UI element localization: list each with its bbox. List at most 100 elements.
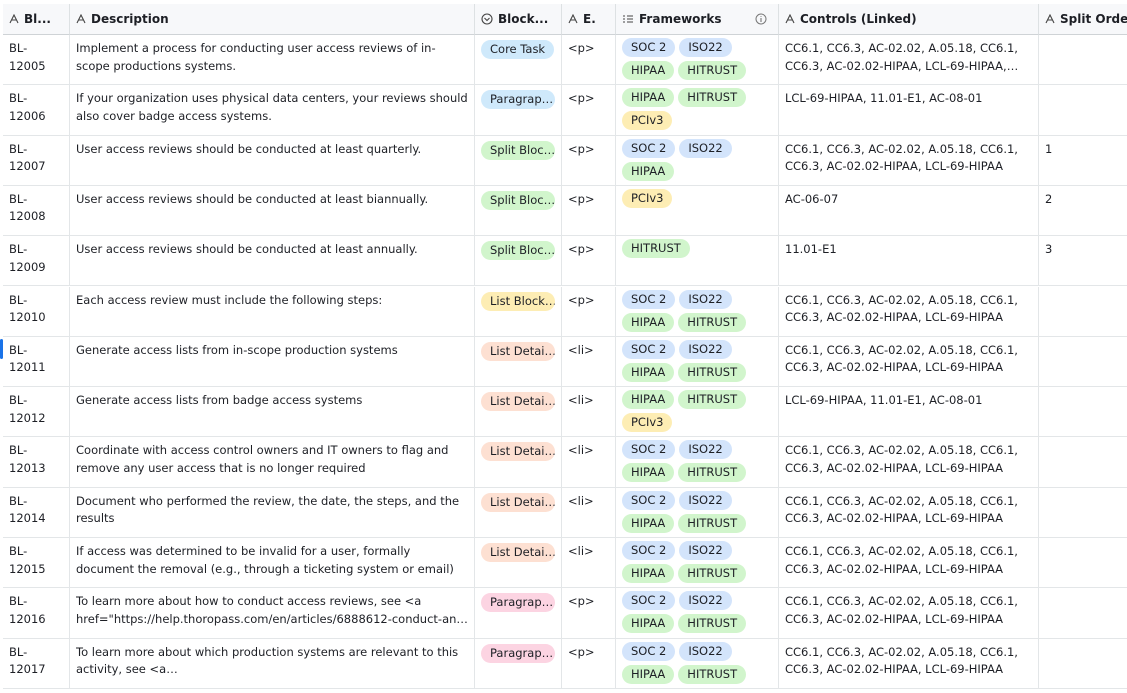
description-cell: Each access review must include the foll…	[70, 286, 475, 337]
description-cell: User access reviews should be conducted …	[70, 185, 475, 237]
record-id: BL-12017	[9, 644, 46, 677]
block-cell: Split Bloc…	[475, 236, 562, 287]
column-header[interactable]: Block...	[475, 4, 562, 35]
id-cell: BL-12007	[3, 135, 70, 186]
id-cell: BL-12006	[3, 85, 70, 136]
split-order-cell	[1039, 287, 1127, 337]
controls-cell: CC6.1, CC6.3, AC-02.02, A.05.18, CC6.1, …	[779, 35, 1039, 86]
frameworks-cell: SOC 2 ISO22HIPAA HITRUST	[616, 286, 779, 337]
description-cell: User access reviews should be conducted …	[70, 236, 475, 287]
header-label: Block...	[498, 12, 549, 26]
framework-tag: HITRUST	[678, 312, 747, 332]
block-tag: Paragrap…	[481, 90, 555, 110]
id-cell: BL-12017	[3, 638, 70, 689]
description-cell: If your organization uses physical data …	[70, 85, 475, 136]
id-cell: BL-12016	[3, 588, 70, 639]
column-header[interactable]: Controls (Linked)	[779, 4, 1039, 35]
record-id: BL-12015	[9, 544, 46, 576]
frameworks-cell: SOC 2 ISO22HIPAA HITRUST	[616, 336, 779, 388]
record-id: BL-12008	[9, 191, 46, 224]
framework-tag: PCIv3	[622, 413, 673, 433]
element: <p>	[568, 292, 595, 307]
block-cell: Paragrap…	[475, 85, 562, 136]
record-id: BL-12005	[9, 41, 46, 73]
framework-tag: ISO22	[679, 490, 732, 510]
element-cell: <p>	[562, 185, 616, 237]
id-cell: BL-12008	[3, 185, 70, 237]
controls-cell: CC6.1, CC6.3, AC-02.02, A.05.18, CC6.1, …	[779, 286, 1039, 337]
description: User access reviews should be conducted …	[76, 141, 422, 156]
column-header[interactable]: Bl...	[3, 4, 70, 35]
framework-tag: SOC 2	[622, 289, 676, 309]
framework-tag: HITRUST	[678, 463, 747, 483]
framework-tag: SOC 2	[622, 541, 676, 560]
framework-tag: HITRUST	[622, 239, 690, 259]
framework-tag: HIPAA	[622, 312, 675, 332]
block-cell: List Detai…	[475, 487, 562, 538]
element: <p>	[568, 242, 595, 257]
element-cell: <p>	[562, 588, 616, 639]
description: Document who performed the review, the d…	[76, 493, 460, 526]
block-cell: Paragrap…	[475, 588, 562, 639]
controls: CC6.1, CC6.3, AC-02.02, A.05.18, CC6.1, …	[785, 443, 1018, 475]
row-selection-indicator	[0, 338, 3, 359]
framework-tag: SOC 2	[622, 440, 676, 460]
controls-cell: CC6.1, CC6.3, AC-02.02, A.05.18, CC6.1, …	[779, 437, 1039, 488]
id-cell: BL-12012	[3, 387, 70, 438]
record-id: BL-12010	[9, 292, 46, 325]
id-cell: BL-12005	[3, 35, 70, 86]
framework-tag: SOC 2	[622, 138, 676, 158]
block-cell: Split Bloc…	[475, 185, 562, 237]
column-header[interactable]: Frameworks	[616, 4, 779, 35]
split-order-cell	[1039, 337, 1127, 388]
element-cell: <p>	[562, 286, 616, 337]
id-cell: BL-12015	[3, 538, 70, 589]
frameworks-cell: SOC 2 ISO22HIPAA HITRUST	[616, 437, 779, 488]
record-id: BL-12016	[9, 594, 46, 626]
framework-tag: HIPAA	[622, 362, 675, 382]
element-cell: <p>	[562, 236, 616, 287]
element: <p>	[568, 91, 595, 106]
framework-tag: HITRUST	[678, 61, 747, 80]
framework-tag: ISO22	[679, 440, 732, 460]
description-cell: User access reviews should be conducted …	[70, 135, 475, 186]
block-tag: List Detai…	[481, 543, 555, 562]
text-icon	[1045, 14, 1055, 24]
controls-cell: LCL-69-HIPAA, 11.01-E1, AC-08-01	[779, 85, 1039, 136]
column-header[interactable]: E.	[562, 4, 616, 35]
header-label: Controls (Linked)	[800, 12, 917, 26]
column-header[interactable]: Description	[70, 4, 475, 35]
element: <li>	[568, 393, 594, 408]
split-order-cell: 1	[1039, 136, 1127, 186]
split-order: 3	[1045, 242, 1053, 257]
info-icon[interactable]	[755, 13, 767, 25]
block-tag: Split Bloc…	[481, 241, 555, 261]
framework-tag: SOC 2	[622, 339, 676, 359]
id-cell: BL-12014	[3, 487, 70, 538]
framework-tag: HIPAA	[622, 664, 675, 684]
framework-tag: ISO22	[679, 641, 732, 661]
controls-cell: CC6.1, CC6.3, AC-02.02, A.05.18, CC6.1, …	[779, 638, 1039, 689]
block-tag: List Detai…	[481, 392, 555, 412]
framework-tag: HITRUST	[678, 513, 747, 533]
block-tag: Paragrap…	[481, 593, 555, 613]
element: <p>	[568, 141, 595, 156]
frameworks-cell: HIPAA HITRUSTPCIv3	[616, 387, 779, 438]
description: If your organization uses physical data …	[76, 91, 468, 123]
framework-tag: HITRUST	[678, 88, 747, 108]
controls-cell: CC6.1, CC6.3, AC-02.02, A.05.18, CC6.1, …	[779, 336, 1039, 388]
framework-tag: ISO22	[679, 591, 732, 611]
framework-tag: HIPAA	[622, 463, 675, 483]
element: <p>	[568, 594, 595, 609]
framework-tag: HITRUST	[678, 664, 747, 684]
controls: CC6.1, CC6.3, AC-02.02, A.05.18, CC6.1, …	[785, 594, 1018, 626]
framework-tag: HITRUST	[678, 362, 747, 382]
record-id: BL-12011	[9, 342, 46, 375]
description: User access reviews should be conducted …	[76, 242, 418, 257]
description: Implement a process for conducting user …	[76, 41, 436, 73]
element-cell: <p>	[562, 35, 616, 86]
column-header[interactable]: Split Order	[1039, 4, 1127, 35]
frameworks-cell: SOC 2 ISO22HIPAA HITRUST	[616, 35, 779, 86]
controls: CC6.1, CC6.3, AC-02.02, A.05.18, CC6.1, …	[785, 544, 1018, 576]
